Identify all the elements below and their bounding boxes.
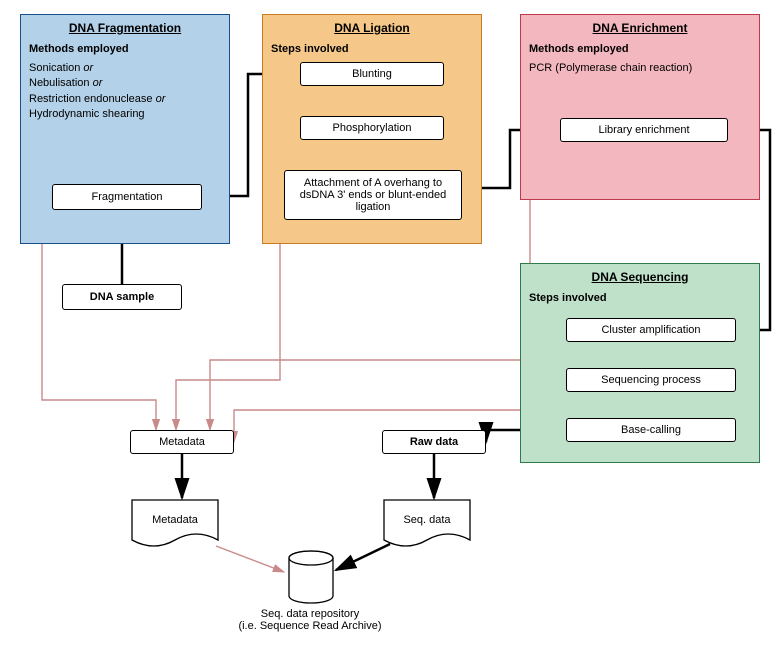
node-sequencing-process: Sequencing process — [566, 368, 736, 392]
node-label: Cluster amplification — [601, 324, 700, 336]
panel-title: DNA Sequencing — [529, 270, 751, 284]
panel-title: DNA Ligation — [271, 21, 473, 35]
panel-body: Sonication orNebulisation orRestriction … — [29, 61, 221, 123]
repository-label: Seq. data repository (i.e. Sequence Read… — [200, 608, 420, 632]
panel-subtitle: Methods employed — [29, 43, 221, 55]
repo-label-line1: Seq. data repository — [200, 608, 420, 620]
node-library-enrichment: Library enrichment — [560, 118, 728, 142]
method-line: Hydrodynamic shearing — [29, 107, 221, 122]
node-label: Library enrichment — [598, 124, 689, 136]
node-label: Metadata — [159, 436, 205, 448]
method-line: Restriction endonuclease or — [29, 92, 221, 107]
node-label: Attachment of A overhang to dsDNA 3' end… — [291, 177, 455, 213]
node-fragmentation: Fragmentation — [52, 184, 202, 210]
node-raw-data: Raw data — [382, 430, 486, 454]
node-attachment: Attachment of A overhang to dsDNA 3' end… — [284, 170, 462, 220]
node-label: Phosphorylation — [333, 122, 412, 134]
repo-label-line2: (i.e. Sequence Read Archive) — [200, 620, 420, 632]
document-label: Metadata — [130, 514, 220, 526]
panel-subtitle: Steps involved — [529, 292, 751, 304]
cylinder-repository — [287, 550, 335, 604]
method-line: Sonication or — [29, 61, 221, 76]
document-label: Seq. data — [382, 514, 472, 526]
node-label: Base-calling — [621, 424, 681, 436]
node-label: DNA sample — [90, 291, 154, 303]
method-line: Nebulisation or — [29, 76, 221, 91]
panel-title: DNA Fragmentation — [29, 21, 221, 35]
node-metadata: Metadata — [130, 430, 234, 454]
node-dna-sample: DNA sample — [62, 284, 182, 310]
panel-title: DNA Enrichment — [529, 21, 751, 35]
node-label: Raw data — [410, 436, 458, 448]
node-label: Sequencing process — [601, 374, 701, 386]
panel-body: PCR (Polymerase chain reaction) — [529, 61, 751, 76]
node-blunting: Blunting — [300, 62, 444, 86]
panel-subtitle: Methods employed — [529, 43, 751, 55]
node-base-calling: Base-calling — [566, 418, 736, 442]
node-cluster-amplification: Cluster amplification — [566, 318, 736, 342]
document-seq-data: Seq. data — [382, 498, 472, 553]
panel-dna-enrichment: DNA Enrichment Methods employed PCR (Pol… — [520, 14, 760, 200]
panel-subtitle: Steps involved — [271, 43, 473, 55]
node-label: Fragmentation — [92, 191, 163, 203]
node-phosphorylation: Phosphorylation — [300, 116, 444, 140]
document-metadata: Metadata — [130, 498, 220, 553]
node-label: Blunting — [352, 68, 392, 80]
